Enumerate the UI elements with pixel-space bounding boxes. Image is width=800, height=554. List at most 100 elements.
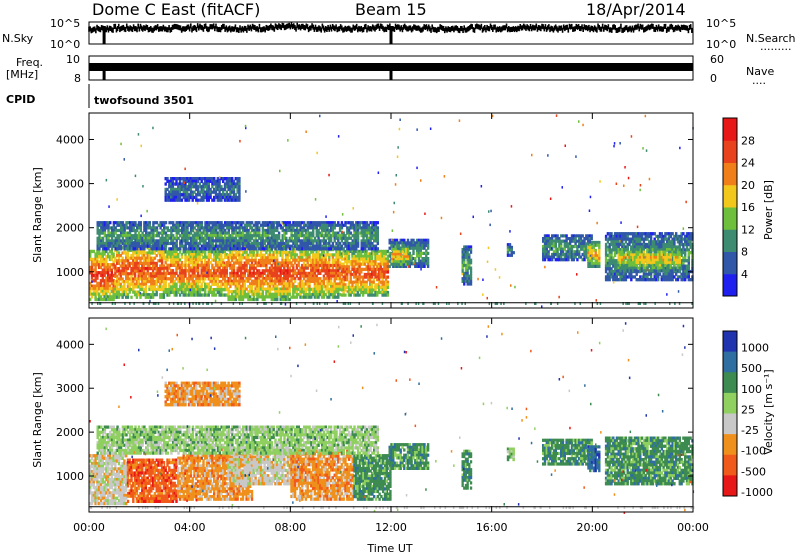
heatmap-cell [232, 297, 236, 302]
heatmap-cell [177, 279, 180, 284]
heatmap-cell [276, 248, 279, 252]
heatmap-cell [299, 250, 302, 254]
heatmap-cell [258, 226, 261, 230]
heatmap-cell [112, 260, 115, 264]
heatmap-cell [99, 263, 103, 267]
heatmap-cell [152, 228, 155, 233]
heatmap-cell [132, 236, 135, 240]
heatmap-cell [276, 264, 279, 268]
heatmap-cell [379, 290, 382, 295]
heatmap-cell [353, 257, 356, 261]
heatmap-cell [108, 273, 112, 278]
heatmap-cell [268, 231, 272, 235]
heatmap-cell [105, 289, 108, 294]
heatmap-cell [354, 270, 358, 274]
heatmap-cell [216, 288, 219, 292]
heatmap-cell [301, 285, 304, 289]
heatmap-cell [312, 223, 315, 227]
heatmap-cell [233, 236, 236, 240]
heatmap-cell [361, 254, 365, 259]
heatmap-cell [195, 221, 198, 225]
heatmap-cell [367, 252, 370, 256]
heatmap-cell [207, 258, 210, 262]
heatmap-cell [283, 264, 286, 268]
heatmap-cell [184, 236, 187, 240]
heatmap-cell [299, 231, 302, 235]
heatmap-cell [279, 266, 282, 270]
heatmap-cell [139, 287, 142, 292]
heatmap-cell [209, 288, 212, 292]
heatmap-cell [328, 239, 331, 243]
heatmap-cell [178, 177, 182, 181]
heatmap-cell [222, 223, 225, 227]
heatmap-cell [166, 293, 169, 297]
heatmap-cell [114, 264, 117, 268]
heatmap-cell [200, 247, 204, 251]
heatmap-cell [186, 234, 189, 238]
heatmap-cell [184, 274, 187, 278]
heatmap-cell [128, 234, 132, 238]
heatmap-cell [270, 287, 273, 291]
heatmap-cell [347, 260, 351, 264]
heatmap-cell [240, 279, 243, 283]
heatmap-cell [267, 223, 270, 227]
heatmap-cell [179, 239, 182, 243]
heatmap-cell [333, 258, 336, 262]
heatmap-cell [224, 236, 227, 240]
heatmap-cell [173, 274, 176, 278]
heatmap-cell [119, 269, 122, 273]
heatmap-cell [259, 287, 263, 291]
heatmap-cell [142, 287, 146, 292]
heatmap-cell [285, 223, 288, 227]
heatmap-cell [109, 244, 112, 248]
heatmap-cell [153, 251, 157, 255]
heatmap-cell [178, 195, 182, 200]
heatmap-cell [306, 255, 309, 260]
heatmap-cell [134, 223, 137, 227]
heatmap-cell [335, 271, 338, 275]
heatmap-cell [313, 258, 317, 262]
heatmap-cell [155, 234, 159, 238]
heatmap-cell [315, 221, 318, 225]
heatmap-cell [150, 287, 153, 292]
heatmap-cell [215, 228, 218, 233]
heatmap-cell [277, 264, 281, 268]
heatmap-cell [198, 231, 202, 235]
heatmap-cell [265, 290, 268, 294]
heatmap-cell [150, 236, 153, 240]
heatmap-cell [272, 236, 275, 240]
heatmap-cell [164, 195, 167, 200]
heatmap-cell [381, 283, 384, 287]
heatmap-cell [351, 272, 354, 277]
heatmap-cell [112, 281, 115, 286]
heatmap-cell [155, 290, 158, 294]
heatmap-cell [198, 293, 202, 297]
heatmap-cell [383, 272, 386, 277]
heatmap-cell [335, 241, 338, 246]
heatmap-cell [151, 251, 155, 255]
heatmap-cell [107, 221, 110, 225]
heatmap-cell [213, 179, 216, 183]
heatmap-cell [209, 277, 212, 281]
heatmap-cell [99, 295, 103, 299]
heatmap-cell [321, 226, 324, 230]
heatmap-cell [166, 271, 169, 276]
heatmap-cell [195, 288, 198, 292]
heatmap-cell [256, 244, 259, 248]
heatmap-cell [191, 261, 194, 265]
heatmap-cell [134, 221, 137, 225]
heatmap-cell [284, 253, 288, 257]
heatmap-cell [103, 273, 106, 278]
heatmap-cell [196, 261, 200, 265]
heatmap-cell [311, 253, 315, 257]
heatmap-cell [94, 295, 97, 299]
heatmap-cell [337, 223, 340, 227]
heatmap-cell [121, 236, 125, 240]
heatmap-cell [361, 278, 365, 282]
heatmap-cell [299, 277, 302, 281]
heatmap-cell [302, 287, 306, 291]
heatmap-cell [151, 280, 155, 284]
heatmap-cell [103, 295, 106, 299]
heatmap-cell [142, 274, 146, 278]
heatmap-cell [353, 285, 356, 289]
